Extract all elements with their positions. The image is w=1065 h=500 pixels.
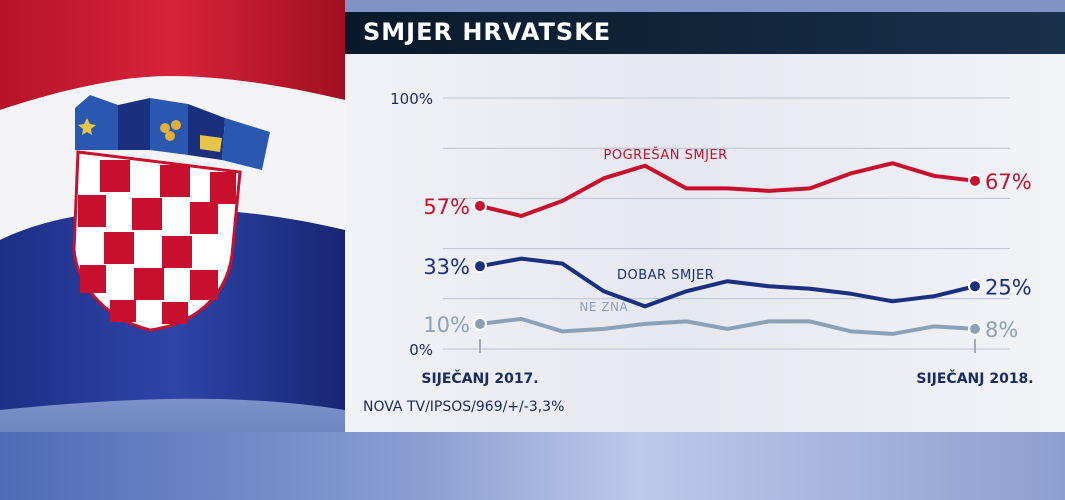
line-chart: 100% 0% SIJEČANJ 2017. SIJEČANJ 2018. 57% 67%… <box>390 90 1034 387</box>
series-3-name-label: NE ZNA <box>579 300 628 314</box>
series-2-start-point <box>473 259 487 274</box>
series-1-start-point <box>473 198 487 213</box>
chart-title: SMJER HRVATSKE <box>363 18 612 46</box>
series-3-end-point <box>968 321 982 336</box>
series-3-start-point <box>473 316 487 331</box>
series-1-line <box>478 161 977 218</box>
series-2-end-label: 25% <box>985 275 1032 299</box>
x-axis-start-label: SIJEČANJ 2017. <box>421 369 538 387</box>
series-3-end-label: 8% <box>985 318 1018 342</box>
series-1-start-label: 57% <box>423 195 470 219</box>
coat-of-arms-crown <box>75 95 270 170</box>
x-axis-end-label: SIJEČANJ 2018. <box>916 369 1033 387</box>
chart-panel: SMJER HRVATSKE 100% 0% SIJEČANJ 2017. SIJEČ… <box>345 12 1065 432</box>
series-2-name-label: DOBAR SMJER <box>617 268 714 283</box>
series-1-name-label: POGREŠAN SMJER <box>604 147 728 163</box>
series-3-line <box>478 316 977 336</box>
y-tick-label-top: 100% <box>390 90 433 108</box>
coat-of-arms-shield <box>72 150 242 332</box>
series-1-end-label: 67% <box>985 170 1032 194</box>
series-3-start-label: 10% <box>423 313 470 337</box>
series-2-end-point <box>968 279 982 294</box>
y-tick-label-bottom: 0% <box>409 341 433 359</box>
croatian-flag-image <box>0 0 345 432</box>
bottom-background-band <box>0 432 1065 500</box>
flag-graphic <box>0 0 345 410</box>
series-2-line <box>478 256 977 309</box>
title-bar: SMJER HRVATSKE <box>345 12 1065 54</box>
source-note: NOVA TV/IPSOS/969/+/-3,3% <box>363 399 565 415</box>
series-1-end-point <box>968 173 982 188</box>
series-2-start-label: 33% <box>423 255 470 279</box>
